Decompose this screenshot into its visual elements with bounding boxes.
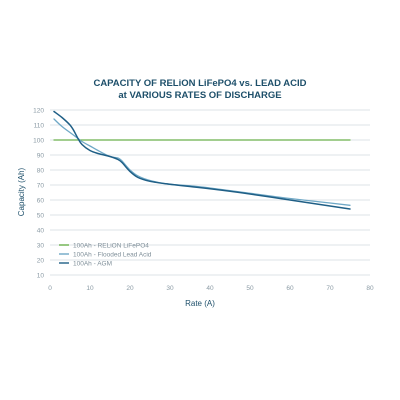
y-tick-label: 100 <box>33 137 44 144</box>
series-line-3 <box>53 110 351 210</box>
x-tick-labels: 0 10 20 30 40 50 60 70 80 <box>48 285 374 292</box>
x-tick-label: 10 <box>86 285 94 292</box>
y-tick-label: 90 <box>37 152 45 159</box>
y-tick-label: 60 <box>37 197 45 204</box>
legend-label: 100Ah - RELiON LiFePO4 <box>73 242 149 249</box>
y-tick-label: 110 <box>34 122 45 129</box>
chart-title-line2: at VARIOUS RATES OF DISCHARGE <box>118 90 281 101</box>
series-lines <box>53 110 351 210</box>
x-axis-label: Rate (A) <box>185 299 215 308</box>
y-tick-label: 20 <box>37 257 45 264</box>
x-tick-label: 0 <box>48 285 52 292</box>
x-tick-label: 60 <box>286 285 294 292</box>
y-tick-label: 50 <box>37 212 45 219</box>
legend-label: 100Ah - AGM <box>73 260 112 267</box>
y-tick-label: 30 <box>37 242 45 249</box>
y-tick-label: 120 <box>33 107 44 114</box>
y-tick-label: 70 <box>37 182 45 189</box>
series-line-2 <box>53 118 351 206</box>
x-tick-label: 80 <box>366 285 374 292</box>
y-tick-label: 40 <box>37 227 45 234</box>
gridlines <box>50 109 370 276</box>
y-tick-label: 10 <box>37 272 45 279</box>
x-tick-label: 40 <box>206 285 214 292</box>
x-tick-label: 70 <box>326 285 334 292</box>
legend: 100Ah - RELiON LiFePO4 100Ah - Flooded Le… <box>59 242 152 267</box>
chart-title-line1: CAPACITY OF RELiON LiFePO4 vs. LEAD ACID <box>93 78 306 89</box>
y-axis-label: Capacity (Ah) <box>17 167 26 216</box>
y-tick-label: 80 <box>37 167 45 174</box>
x-tick-label: 20 <box>126 285 134 292</box>
legend-label: 100Ah - Flooded Lead Acid <box>73 251 152 258</box>
x-tick-label: 30 <box>166 285 174 292</box>
y-tick-labels: 10 20 30 40 50 60 70 80 90 100 110 120 <box>33 107 44 279</box>
x-tick-label: 50 <box>246 285 254 292</box>
